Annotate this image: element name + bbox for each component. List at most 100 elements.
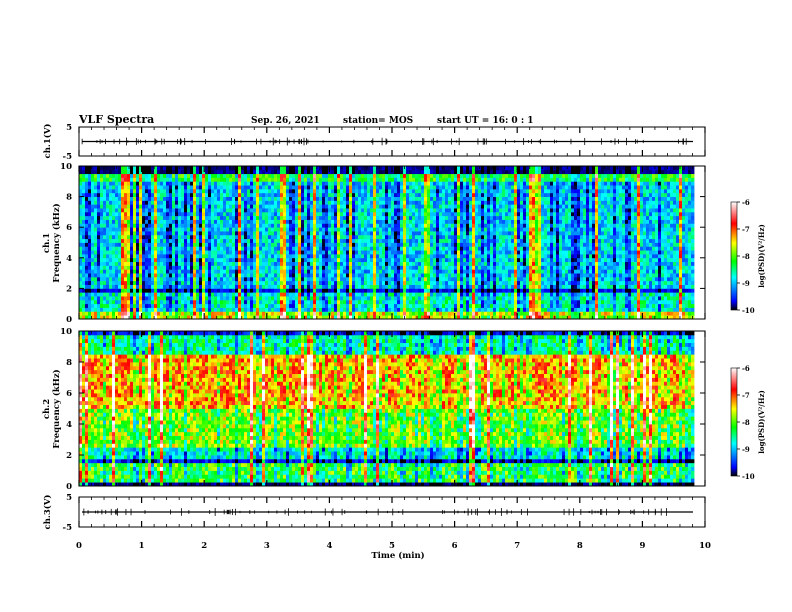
spectrogram-cell <box>151 257 155 263</box>
spectrogram-cell <box>151 315 155 320</box>
spectrogram-cell <box>202 299 206 305</box>
spectrogram-cell <box>259 211 263 217</box>
spectrogram-cell <box>286 188 290 194</box>
spectrogram-cell <box>223 273 227 278</box>
spectrogram-cell <box>283 280 287 285</box>
spectrogram-cell <box>121 166 125 171</box>
spectrogram-cell <box>349 296 353 301</box>
spectrogram-cell <box>313 242 317 247</box>
spectrogram-cell <box>142 280 146 285</box>
spectrogram-cell <box>358 177 362 182</box>
spectrogram-cell <box>130 177 134 182</box>
spectrogram-cell <box>421 265 425 270</box>
spectrogram-cell <box>301 242 305 247</box>
spectrogram-cell <box>226 192 230 197</box>
spectrogram-cell <box>418 284 422 289</box>
spectrogram-cell <box>256 303 260 308</box>
spectrogram-cell <box>289 231 293 236</box>
spectrogram-cell <box>319 253 323 259</box>
spectrogram-cell <box>100 276 104 282</box>
spectrogram-cell <box>430 238 434 243</box>
spectrogram-cell <box>211 284 215 289</box>
spectrogram-cell <box>193 173 197 178</box>
spectrogram-cell <box>301 177 305 182</box>
spectrogram-cell <box>202 185 206 190</box>
spectrogram-cell <box>136 192 140 197</box>
spectrogram-cell <box>331 177 335 182</box>
spectrogram-cell <box>232 269 236 274</box>
spectrogram-cell <box>415 284 419 289</box>
spectrogram-cell <box>235 196 239 201</box>
spectrogram-cell <box>247 284 251 289</box>
spectrogram-cell <box>85 166 89 171</box>
spectrogram-cell <box>391 177 395 182</box>
spectrogram-cell <box>430 223 434 228</box>
spectrogram-cell <box>340 242 344 247</box>
spectrogram-cell <box>316 204 320 209</box>
spectrogram-cell <box>211 215 215 220</box>
spectrogram-cell <box>148 181 152 186</box>
spectrogram-cell <box>235 288 239 293</box>
spectrogram-cell <box>169 265 173 270</box>
spectrogram-cell <box>355 257 359 263</box>
spectrogram-cell <box>118 185 122 190</box>
spectrogram-cell <box>367 166 371 171</box>
spectrogram-cell <box>313 227 317 232</box>
spectrogram-cell <box>79 169 83 175</box>
spectrogram-cell <box>100 273 104 278</box>
spectrogram-cell <box>382 246 386 251</box>
spectrogram-cell <box>169 238 173 243</box>
spectrogram-cell <box>376 257 380 263</box>
spectrogram-cell <box>214 307 218 312</box>
spectrogram-cell <box>157 169 161 175</box>
spectrogram-cell <box>304 185 308 190</box>
spectrogram-cell <box>415 257 419 263</box>
spectrogram-cell <box>316 276 320 282</box>
spectrogram-cell <box>394 215 398 220</box>
spectrogram-cell <box>259 231 263 236</box>
spectrogram-cell <box>118 173 122 178</box>
spectrogram-cell <box>88 257 92 263</box>
spectrogram-cell <box>304 204 308 209</box>
spectrogram-cell <box>127 253 131 259</box>
spectrogram-cell <box>91 173 95 178</box>
spectrogram-cell <box>124 177 128 182</box>
spectrogram-cell <box>133 211 137 217</box>
spectrogram-cell <box>292 273 296 278</box>
spectrogram-cell <box>238 200 242 205</box>
spectrogram-cell <box>235 261 239 266</box>
spectrogram-cell <box>319 204 323 209</box>
spectrogram-cell <box>139 242 143 247</box>
spectrogram-cell <box>382 238 386 243</box>
spectrogram-cell <box>247 273 251 278</box>
spectrogram-cell <box>319 257 323 263</box>
spectrogram-cell <box>79 192 83 197</box>
spectrogram-cell <box>424 223 428 228</box>
spectrogram-cell <box>217 185 221 190</box>
spectrogram-cell <box>379 284 383 289</box>
spectrogram-cell <box>397 234 401 240</box>
spectrogram-cell <box>379 303 383 308</box>
spectrogram-cell <box>382 231 386 236</box>
spectrogram-cell <box>280 215 284 220</box>
spectrogram-cell <box>136 276 140 282</box>
spectrogram-cell <box>427 188 431 194</box>
spectrogram-cell <box>334 215 338 220</box>
spectrogram-cell <box>409 296 413 301</box>
spectrogram-cell <box>166 288 170 293</box>
spectrogram-cell <box>325 169 329 175</box>
spectrogram-cell <box>253 269 257 274</box>
spectrogram-cell <box>88 246 92 251</box>
spectrogram-cell <box>289 265 293 270</box>
spectrogram-cell <box>145 246 149 251</box>
spectrogram-cell <box>280 208 284 213</box>
spectrogram-cell <box>364 246 368 251</box>
spectrogram-cell <box>163 242 167 247</box>
spectrogram-cell <box>442 177 446 182</box>
spectrogram-cell <box>97 315 101 320</box>
spectrogram-cell <box>358 253 362 259</box>
spectrogram-cell <box>445 311 449 316</box>
spectrogram-cell <box>304 223 308 228</box>
spectrogram-cell <box>379 227 383 232</box>
spectrogram-cell <box>181 177 185 182</box>
